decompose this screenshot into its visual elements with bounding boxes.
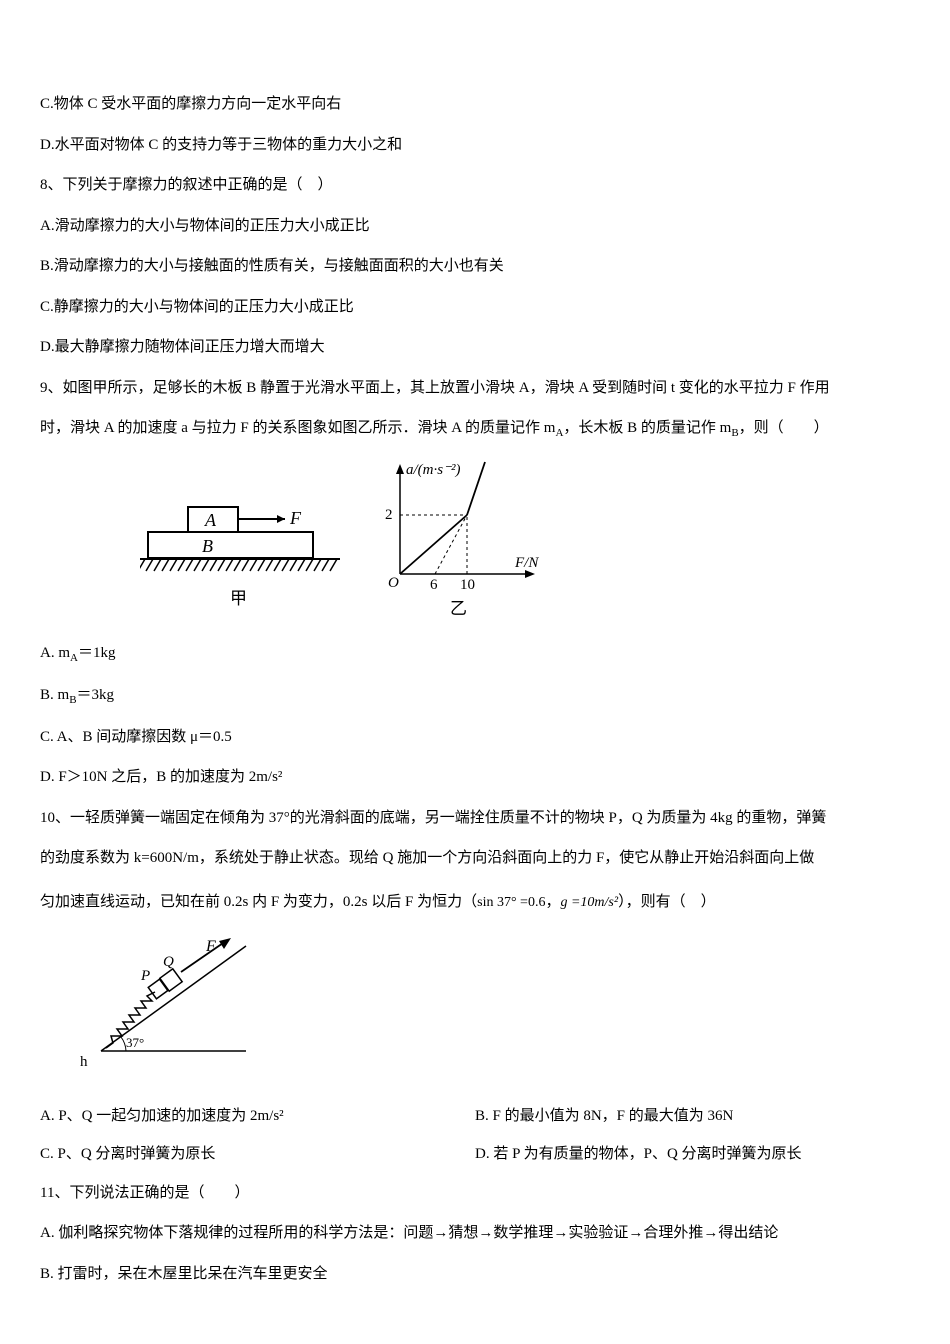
- q10-3c: ，: [545, 894, 560, 910]
- caption-yi: 乙: [450, 599, 467, 618]
- q10-3a: 匀加速直线运动，已知在前 0.2s 内 F 为变力，0.2s 以后 F 为恒力（: [40, 894, 477, 910]
- q8-opt-a: A.滑动摩擦力的大小与物体间的正压力大小成正比: [40, 212, 910, 241]
- q10-opt-c: C. P、Q 分离时弹簧为原长: [40, 1140, 475, 1169]
- y-tick-2: 2: [385, 507, 393, 523]
- q10-opt-d: D. 若 P 为有质量的物体，P、Q 分离时弹簧为原长: [475, 1140, 910, 1169]
- q8-opt-d: D.最大静摩擦力随物体间正压力增大而增大: [40, 333, 910, 362]
- q10-3b: sin 37° =0.6: [477, 895, 545, 910]
- x-tick-6: 6: [430, 577, 438, 593]
- q10-stem-2: 的劲度系数为 k=600N/m，系统处于静止状态。现给 Q 施加一个方向沿斜面向…: [40, 844, 910, 873]
- q9-opt-d: D. F＞10N 之后，B 的加速度为 2m/s²: [40, 763, 910, 792]
- q11-opt-a: A. 伽利略探究物体下落规律的过程所用的科学方法是：问题→猜想→数学推理→实验验…: [40, 1219, 910, 1248]
- q9-stem-1: 9、如图甲所示，足够长的木板 B 静置于光滑水平面上，其上放置小滑块 A，滑块 …: [40, 374, 910, 403]
- option-d: D.水平面对物体 C 的支持力等于三物体的重力大小之和: [40, 131, 910, 160]
- origin-label: O: [388, 575, 399, 591]
- q11-opt-b: B. 打雷时，呆在木屋里比呆在汽车里更安全: [40, 1260, 910, 1289]
- label-p: P: [140, 968, 150, 984]
- q8-opt-c: C.静摩擦力的大小与物体间的正压力大小成正比: [40, 293, 910, 322]
- q9-stem-2: 时，滑块 A 的加速度 a 与拉力 F 的关系图象如图乙所示．滑块 A 的质量记…: [40, 414, 910, 444]
- q9-opt-c: C. A、B 间动摩擦因数 μ＝0.5: [40, 723, 910, 752]
- sub-b: B: [731, 427, 738, 439]
- q9-diagram-yi: a/(m·s⁻²) F/N O 2 6 10 乙: [370, 459, 550, 619]
- q9-stem-2b: ，长木板 B 的质量记作 m: [563, 420, 731, 436]
- q10-opt-b: B. F 的最小值为 8N，F 的最大值为 36N: [475, 1102, 910, 1131]
- q10-3d: g =10m/s²: [560, 895, 618, 910]
- q9-figure: A F B: [140, 459, 910, 619]
- q9-diagram-jia: A F B: [140, 489, 340, 619]
- label-f: F: [289, 508, 302, 528]
- label-a: A: [204, 510, 217, 530]
- q9b-post: ＝3kg: [77, 687, 115, 703]
- option-c: C.物体 C 受水平面的摩擦力方向一定水平向右: [40, 90, 910, 119]
- q9a-pre: A. m: [40, 645, 70, 661]
- angle-label: 37°: [126, 1035, 144, 1050]
- q9-stem-2c: ，则（ ）: [739, 420, 829, 436]
- q10-figure: h P Q F 37°: [80, 936, 910, 1077]
- label-q: Q: [163, 954, 174, 970]
- x-axis-label: F/N: [514, 555, 539, 571]
- q10-3e: ），则有（ ）: [618, 894, 716, 910]
- label-b: B: [202, 536, 213, 556]
- y-axis-label: a/(m·s⁻²): [406, 462, 461, 478]
- q10-options: A. P、Q 一起匀加速的加速度为 2m/s² B. F 的最小值为 8N，F …: [40, 1102, 910, 1179]
- q8-opt-b: B.滑动摩擦力的大小与接触面的性质有关，与接触面面积的大小也有关: [40, 252, 910, 281]
- q9a-post: ＝1kg: [78, 645, 116, 661]
- q10-stem-3: 匀加速直线运动，已知在前 0.2s 内 F 为变力，0.2s 以后 F 为恒力（…: [40, 888, 910, 917]
- sub-a2: A: [70, 652, 78, 664]
- caption-jia: 甲: [230, 589, 247, 608]
- q10-stem-1: 10、一轻质弹簧一端固定在倾角为 37°的光滑斜面的底端，另一端拴住质量不计的物…: [40, 804, 910, 833]
- sub-b2: B: [69, 694, 76, 706]
- q8-stem: 8、下列关于摩擦力的叙述中正确的是（ ）: [40, 171, 910, 200]
- q9b-pre: B. m: [40, 687, 69, 703]
- q11-stem: 11、下列说法正确的是（ ）: [40, 1179, 910, 1208]
- q9-opt-b: B. mB＝3kg: [40, 681, 910, 711]
- q9-stem-2a: 时，滑块 A 的加速度 a 与拉力 F 的关系图象如图乙所示．滑块 A 的质量记…: [40, 420, 555, 436]
- q9-opt-a: A. mA＝1kg: [40, 639, 910, 669]
- x-tick-10: 10: [460, 577, 475, 593]
- q10-opt-a: A. P、Q 一起匀加速的加速度为 2m/s²: [40, 1102, 475, 1131]
- label-f2: F: [205, 938, 216, 955]
